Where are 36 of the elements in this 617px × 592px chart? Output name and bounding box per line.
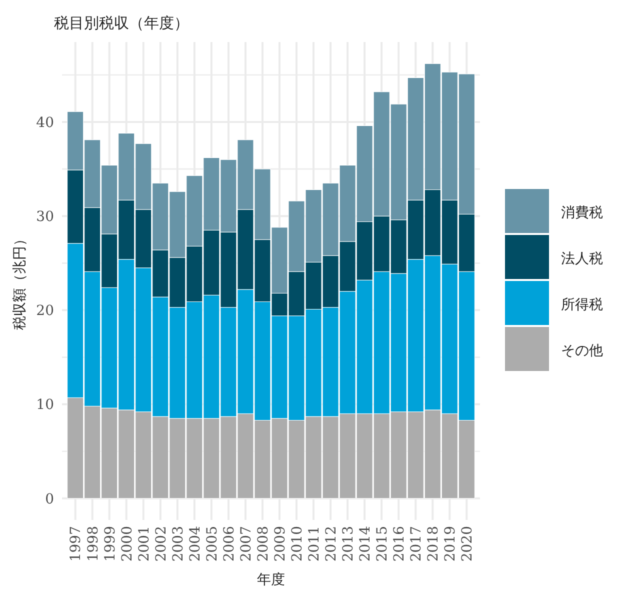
x-tick-label: 2004 (187, 526, 204, 562)
x-tick-label: 2000 (119, 526, 136, 562)
x-tick-label: 2005 (204, 526, 220, 562)
x-tick-label: 2006 (221, 526, 238, 562)
x-tick-label: 1999 (102, 526, 118, 562)
x-tick-label: 2015 (374, 526, 390, 562)
text: 所得税 (561, 296, 603, 313)
x-tick-label: 2009 (272, 526, 288, 562)
x-tick-label: 2007 (238, 526, 254, 562)
text: 消費税 (561, 204, 603, 221)
y-tick-label: 40 (36, 114, 54, 131)
x-tick-label: 2014 (357, 526, 374, 562)
x-tick-label: 1997 (68, 526, 84, 562)
x-tick-label: 2010 (289, 526, 306, 562)
y-tick-label: 0 (45, 491, 54, 508)
x-tick-label: 2019 (442, 526, 459, 562)
x-tick-label: 1998 (85, 526, 102, 562)
x-tick-label: 2003 (170, 526, 186, 562)
x-tick-label: 2011 (306, 526, 322, 562)
x-tick-label: 2012 (323, 526, 340, 562)
text: 法人税 (561, 250, 603, 267)
x-tick-label: 2013 (340, 526, 356, 562)
x-tick-label: 2002 (153, 526, 170, 562)
y-tick-label: 30 (36, 208, 54, 225)
x-tick-label: 2001 (136, 526, 152, 562)
x-tick-label: 2008 (255, 526, 272, 562)
x-axis-title: 年度 (257, 572, 285, 588)
y-axis-title: 税収額（兆円） (12, 232, 28, 330)
chart-title: 税目別税収（年度） (54, 14, 189, 32)
y-tick-label: 10 (36, 397, 54, 414)
y-tick-label: 20 (36, 303, 54, 320)
x-tick-label: 2017 (408, 526, 425, 562)
x-tick-label: 2016 (392, 526, 408, 562)
text: その他 (561, 342, 603, 359)
x-tick-label: 2020 (460, 526, 476, 562)
x-tick-label: 2018 (426, 526, 442, 562)
